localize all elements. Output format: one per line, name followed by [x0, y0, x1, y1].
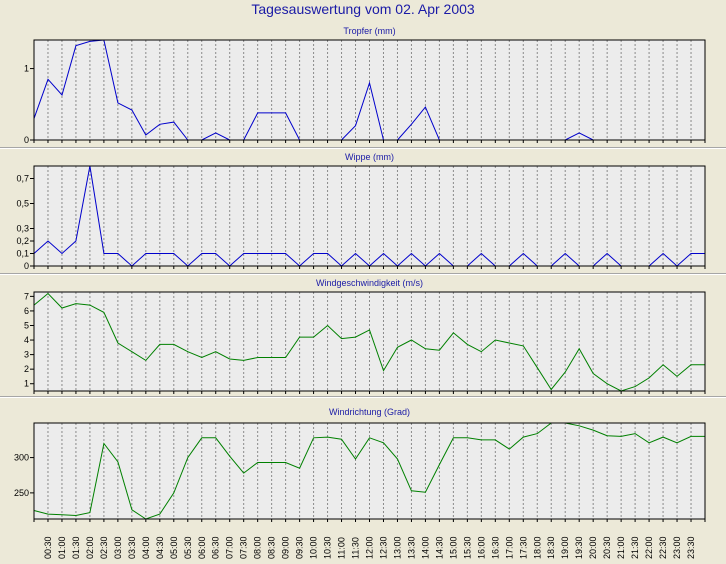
y-tick-label: 300: [14, 453, 29, 463]
chart-title: Windgeschwindigkeit (m/s): [316, 278, 423, 288]
x-tick-label: 16:30: [490, 536, 500, 559]
x-tick-label: 11:30: [351, 537, 361, 559]
x-tick-label: 18:30: [546, 536, 556, 559]
series-line: [33, 292, 705, 392]
x-tick-label: 21:00: [616, 536, 626, 559]
chart-panel-4: Windrichtung (Grad) 250 300: [14, 407, 706, 522]
panel-separator: [0, 273, 726, 275]
y-tick-label: 1: [24, 64, 29, 74]
chart-title: Wippe (mm): [345, 152, 394, 162]
x-tick-label: 00:30: [43, 536, 53, 559]
x-tick-label: 15:30: [462, 536, 472, 559]
x-tick-label: 05:30: [183, 536, 193, 559]
y-tick-label: 0: [24, 135, 29, 145]
x-tick-label: 13:30: [406, 536, 416, 559]
x-tick-label: 22:30: [658, 536, 668, 559]
plot-frame: [33, 422, 706, 520]
x-axis-labels: 00:30 01:00 01:30 02:00 02:30 03:00 03:30 04:00…: [43, 536, 696, 559]
plot-frame: [33, 291, 706, 392]
x-tick-label: 07:00: [225, 536, 235, 559]
x-tick-label: 04:00: [141, 536, 151, 559]
panel-separator: [0, 147, 726, 149]
chart-panel-3: Windgeschwindigkeit (m/s) 1 2 3 4 5 6 7: [24, 278, 706, 394]
x-tick-label: 04:30: [155, 536, 165, 559]
x-tick-label: 02:30: [99, 536, 109, 559]
y-tick-label: 6: [24, 306, 29, 316]
plot-frame: [33, 39, 706, 141]
x-tick-label: 08:00: [253, 536, 263, 559]
y-tick-label: 4: [24, 335, 29, 345]
y-tick-label: 0,3: [16, 224, 29, 234]
y-tick-label: 3: [24, 350, 29, 360]
x-tick-label: 03:00: [113, 536, 123, 559]
x-tick-label: 15:00: [448, 536, 458, 559]
y-tick-label: 5: [24, 320, 29, 330]
chart-title: Windrichtung (Grad): [329, 407, 410, 417]
x-tick-label: 14:00: [420, 536, 430, 559]
x-tick-label: 11:00: [337, 537, 347, 559]
x-tick-label: 10:00: [309, 536, 319, 559]
x-tick-label: 06:00: [197, 536, 207, 559]
x-tick-label: 12:30: [378, 536, 388, 559]
x-tick-label: 03:30: [127, 536, 137, 559]
x-tick-label: 21:30: [630, 536, 640, 559]
x-tick-label: 19:30: [574, 536, 584, 559]
x-tick-label: 01:00: [57, 536, 67, 559]
x-tick-label: 09:30: [295, 536, 305, 559]
x-tick-label: 01:30: [71, 536, 81, 559]
y-tick-label: 0,2: [16, 236, 29, 246]
y-tick-label: 1: [24, 379, 29, 389]
y-tick-label: 0,7: [16, 174, 29, 184]
x-tick-label: 16:00: [476, 536, 486, 559]
y-tick-label: 7: [24, 291, 29, 301]
x-tick-label: 05:00: [169, 536, 179, 559]
x-tick-label: 08:30: [267, 536, 277, 559]
x-tick-label: 07:30: [239, 536, 249, 559]
x-tick-label: 10:30: [323, 536, 333, 559]
y-tick-label: 0,1: [16, 249, 29, 259]
x-tick-label: 20:00: [588, 536, 598, 559]
x-tick-label: 23:30: [686, 536, 696, 559]
x-tick-label: 20:30: [602, 536, 612, 559]
y-tick-label: 2: [24, 364, 29, 374]
y-tick-label: 0: [24, 261, 29, 271]
plot-frame: [33, 165, 706, 267]
x-tick-label: 23:00: [672, 536, 682, 559]
panel-separator: [0, 396, 726, 398]
x-tick-label: 09:00: [281, 536, 291, 559]
x-tick-label: 19:00: [560, 536, 570, 559]
chart-panel-2: Wippe (mm) 0 0,1 0,2 0,3 0,5 0,7: [16, 152, 706, 271]
x-tick-label: 17:00: [504, 536, 514, 559]
x-tick-label: 18:00: [532, 536, 542, 559]
x-tick-label: 17:30: [518, 536, 528, 559]
x-tick-label: 12:00: [365, 536, 375, 559]
x-tick-label: 14:30: [434, 536, 444, 559]
page-title: Tagesauswertung vom 02. Apr 2003: [251, 1, 475, 17]
x-tick-label: 06:30: [211, 536, 221, 559]
chart-title: Tropfer (mm): [343, 26, 395, 36]
y-tick-label: 0,5: [16, 199, 29, 209]
chart-panel-1: Tropfer (mm) 0 1: [24, 26, 706, 145]
x-tick-label: 02:00: [85, 536, 95, 559]
x-tick-label: 22:00: [644, 536, 654, 559]
x-tick-label: 13:00: [392, 536, 402, 559]
y-tick-label: 250: [14, 488, 29, 498]
